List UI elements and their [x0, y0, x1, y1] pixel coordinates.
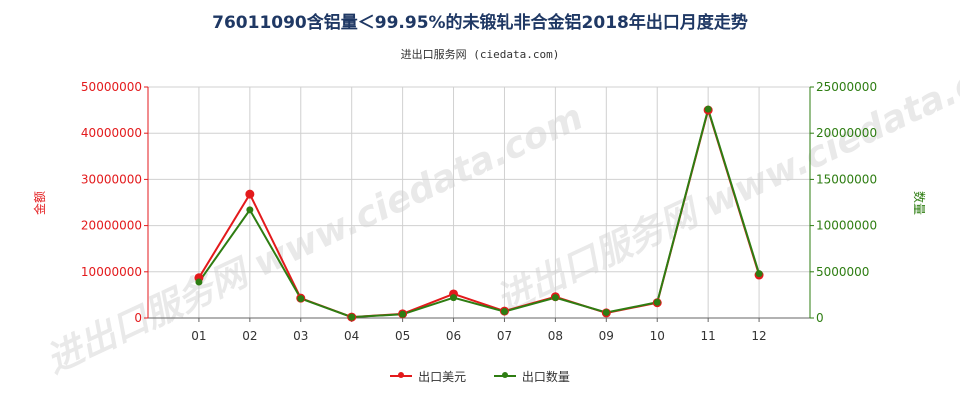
legend-item-amount[interactable]: 出口美元 — [390, 368, 466, 385]
series-line-quantity — [198, 105, 761, 319]
x-tick-label: 06 — [446, 329, 461, 343]
x-tick-label: 05 — [395, 329, 410, 343]
data-point-quantity — [500, 308, 508, 316]
data-point-amount — [245, 189, 255, 199]
y-tick-label-left: 30000000 — [81, 172, 142, 186]
axes — [144, 86, 814, 322]
x-tick-label: 07 — [497, 329, 512, 343]
x-tick-label: 09 — [599, 329, 614, 343]
y-tick-label-right: 0 — [816, 311, 824, 325]
y-tick-label-right: 20000000 — [816, 126, 877, 140]
y-axis-label-left: 金额 — [32, 191, 47, 215]
legend-item-quantity[interactable]: 出口数量 — [493, 368, 570, 385]
data-point-quantity — [195, 278, 203, 286]
data-point-quantity — [704, 105, 712, 113]
y-tick-label-right: 25000000 — [816, 80, 877, 94]
x-tick-label: 12 — [751, 329, 766, 343]
x-tick-label: 02 — [242, 329, 257, 343]
data-point-quantity — [348, 313, 356, 321]
x-tick-label: 10 — [650, 329, 665, 343]
series-line-amount — [198, 106, 761, 319]
data-point-quantity — [297, 295, 305, 303]
x-tick-label: 08 — [548, 329, 563, 343]
data-point-quantity — [399, 310, 407, 318]
y-tick-label-left: 0 — [134, 311, 142, 325]
y-tick-label-left: 20000000 — [81, 219, 142, 233]
data-point-quantity — [246, 206, 254, 214]
x-tick-label: 04 — [344, 329, 359, 343]
data-point-quantity — [450, 294, 458, 302]
legend: 出口美元 出口数量 — [0, 366, 960, 385]
chart-subtitle: 进出口服务网 (ciedata.com) — [400, 48, 560, 61]
data-point-quantity — [755, 270, 763, 278]
legend-swatch-amount — [390, 372, 413, 378]
x-tick-label: 11 — [701, 329, 716, 343]
tick-labels: 0 0 10000000 5000000 20000000 10000000 3000000… — [81, 80, 877, 343]
data-point-quantity — [602, 308, 610, 316]
y-tick-label-right: 15000000 — [816, 172, 877, 186]
y-axis-label-right: 数量 — [912, 191, 927, 215]
y-tick-label-left: 10000000 — [81, 265, 142, 279]
data-point-quantity — [653, 298, 661, 306]
y-tick-label-left: 40000000 — [81, 126, 142, 140]
legend-label-amount: 出口美元 — [418, 369, 467, 384]
legend-label-quantity: 出口数量 — [521, 369, 570, 384]
data-point-quantity — [551, 294, 559, 302]
series-lines — [198, 105, 761, 319]
legend-swatch-quantity — [493, 372, 516, 378]
x-tick-label: 03 — [293, 329, 308, 343]
chart-title: 76011090含铝量＜99.95%的未锻轧非合金铝2018年出口月度走势 — [212, 13, 748, 33]
y-tick-label-right: 5000000 — [816, 265, 869, 279]
x-tick-label: 01 — [191, 329, 206, 343]
y-tick-label-left: 50000000 — [81, 80, 142, 94]
y-tick-label-right: 10000000 — [816, 219, 877, 233]
series-points — [194, 105, 764, 322]
